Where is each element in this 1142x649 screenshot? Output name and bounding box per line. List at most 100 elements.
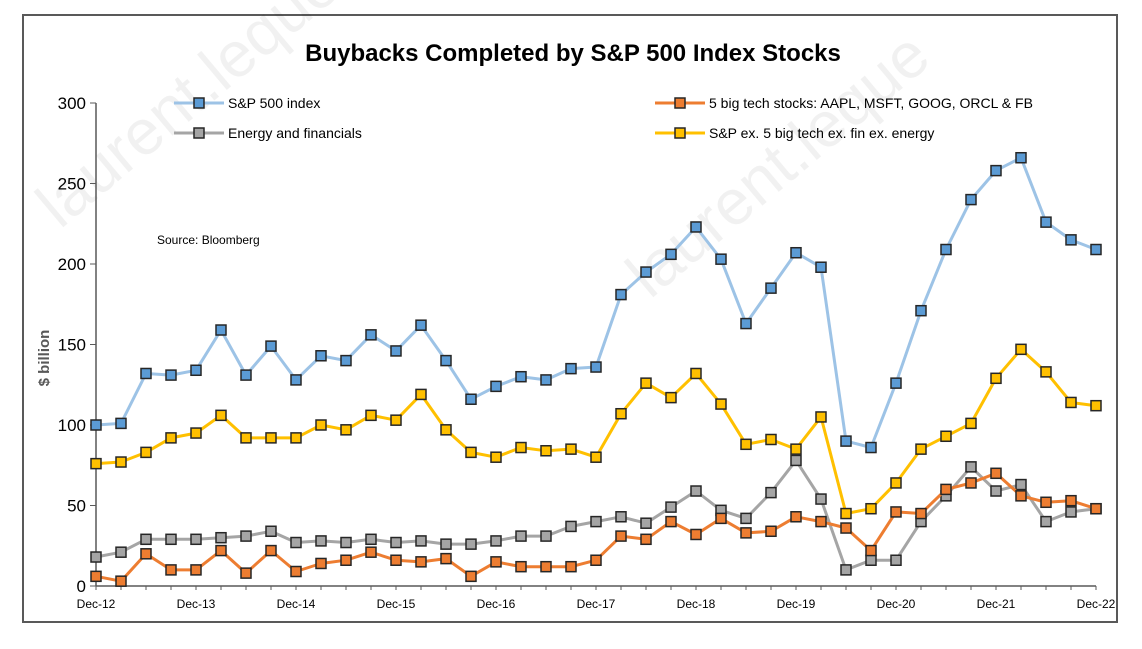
data-point	[390, 554, 402, 566]
data-point	[740, 512, 752, 525]
x-tick-label: Dec-16	[477, 597, 516, 611]
data-point	[915, 443, 927, 455]
data-point	[1015, 478, 1027, 491]
data-point	[440, 354, 452, 367]
data-point	[640, 533, 652, 546]
data-point	[1065, 506, 1077, 518]
data-point	[290, 432, 302, 444]
y-tick-label: 250	[58, 175, 86, 194]
data-point	[590, 361, 602, 373]
data-point	[765, 525, 777, 538]
data-point	[340, 354, 352, 367]
data-point	[140, 533, 152, 546]
data-point	[240, 369, 252, 381]
legend-label: S&P ex. 5 big tech ex. fin ex. energy	[709, 125, 934, 141]
data-point	[740, 438, 752, 451]
data-point	[465, 393, 477, 405]
x-tick-label: Dec-17	[577, 597, 616, 611]
data-point	[615, 288, 627, 301]
y-axis-label: $ billion	[36, 330, 53, 387]
x-tick-label: Dec-21	[977, 597, 1016, 611]
legend-marker	[193, 127, 205, 139]
data-point	[440, 424, 452, 436]
data-point	[815, 515, 827, 528]
data-point	[265, 432, 277, 444]
data-point	[765, 433, 777, 446]
data-point	[140, 367, 152, 380]
data-point	[490, 535, 502, 547]
data-point	[690, 221, 702, 233]
data-point	[690, 528, 702, 541]
chart-title: Buybacks Completed by S&P 500 Index Stoc…	[305, 40, 841, 67]
data-point	[490, 556, 502, 568]
data-point	[265, 525, 277, 538]
data-point	[465, 538, 477, 550]
legend-marker	[674, 127, 686, 139]
data-point	[365, 329, 377, 341]
legend: S&P 500 index 5 big tech stocks: AAPL, MS…	[174, 95, 1033, 141]
data-point	[665, 515, 677, 528]
data-point	[940, 430, 952, 443]
data-point	[115, 546, 127, 558]
x-tick-label: Dec-19	[777, 597, 816, 611]
data-point	[565, 520, 577, 533]
y-tick-label: 150	[58, 336, 86, 355]
data-point	[115, 575, 127, 587]
data-point	[1040, 366, 1052, 378]
data-point	[290, 536, 302, 549]
data-point	[1040, 216, 1052, 228]
data-point	[190, 564, 202, 576]
x-tick-label: Dec-14	[277, 597, 316, 611]
data-point	[765, 486, 777, 499]
data-point	[615, 530, 627, 542]
data-point	[290, 565, 302, 578]
data-point	[140, 446, 152, 459]
data-point	[90, 457, 102, 470]
legend-label: S&P 500 index	[228, 95, 320, 111]
data-point	[715, 253, 727, 265]
y-tick-label: 0	[77, 577, 86, 596]
y-tick-label: 50	[67, 497, 86, 516]
data-point	[415, 388, 427, 401]
data-point	[365, 533, 377, 546]
data-point	[965, 477, 977, 489]
data-point	[965, 417, 977, 430]
data-point	[190, 364, 202, 377]
data-point	[240, 567, 252, 579]
data-point	[215, 531, 227, 544]
y-tick-label: 300	[58, 94, 86, 113]
data-point	[640, 266, 652, 278]
series-layer	[90, 151, 1102, 587]
data-point	[490, 380, 502, 393]
data-point	[840, 522, 852, 534]
data-point	[940, 483, 952, 496]
data-point	[190, 427, 202, 439]
data-point	[540, 445, 552, 457]
data-point	[415, 535, 427, 547]
data-point	[215, 544, 227, 557]
data-point	[340, 554, 352, 566]
data-point	[315, 350, 327, 362]
series-2	[90, 454, 1102, 576]
data-point	[990, 467, 1002, 480]
data-point	[365, 409, 377, 422]
data-point	[90, 419, 102, 431]
data-point	[215, 324, 227, 336]
series-1	[90, 467, 1102, 587]
data-point	[565, 560, 577, 573]
data-point	[540, 560, 552, 573]
data-point	[815, 411, 827, 423]
source-note: Source: Bloomberg	[157, 233, 260, 247]
y-tick-label: 100	[58, 416, 86, 435]
data-point	[1015, 343, 1027, 356]
data-point	[490, 451, 502, 463]
data-point	[540, 530, 552, 542]
data-point	[465, 570, 477, 583]
data-point	[1015, 490, 1027, 502]
legend-item: 5 big tech stocks: AAPL, MSFT, GOOG, ORC…	[655, 95, 1033, 111]
data-point	[1090, 399, 1102, 412]
series-0	[90, 151, 1102, 454]
data-point	[790, 511, 802, 523]
data-point	[1040, 515, 1052, 528]
